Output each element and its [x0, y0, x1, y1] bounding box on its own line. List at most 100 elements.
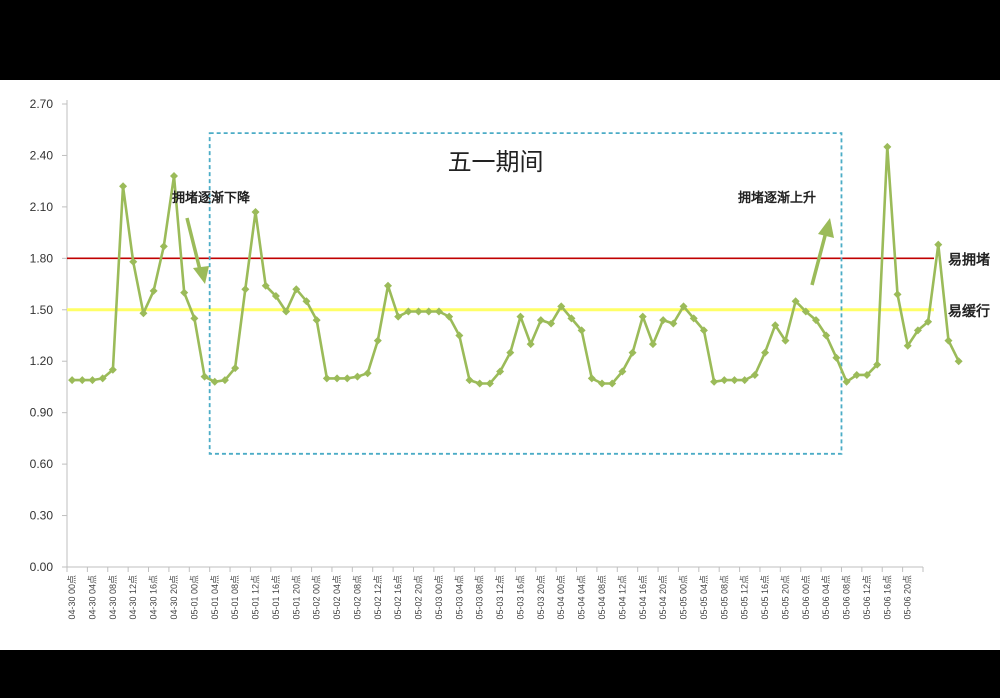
reference-line-label: 易缓行: [948, 303, 990, 320]
down-arrow-head-icon: [193, 266, 209, 284]
data-point: [903, 341, 912, 350]
data-point: [608, 379, 617, 388]
data-point: [812, 316, 820, 325]
x-tick-label: 05-05 20点: [780, 575, 790, 620]
data-point: [78, 376, 87, 385]
data-point: [669, 319, 678, 328]
x-tick-label: 05-06 16点: [882, 575, 892, 620]
series-line: [72, 145, 960, 385]
x-tick-label: 05-05 08点: [719, 575, 729, 620]
data-point: [832, 353, 841, 362]
data-point: [98, 374, 107, 383]
x-tick-label: 05-04 12点: [617, 575, 627, 620]
data-point: [557, 302, 566, 311]
data-point: [567, 314, 576, 323]
x-tick-label: 05-01 20点: [291, 575, 301, 620]
x-tick-label: 05-05 16点: [760, 575, 770, 620]
holiday-period-box: [208, 132, 843, 455]
x-tick-label: 05-01 00点: [189, 575, 199, 620]
up-arrow-head-icon: [818, 218, 834, 238]
data-point: [710, 377, 719, 386]
x-tick-label: 05-01 04点: [210, 575, 220, 620]
y-tick-label: 0.60: [30, 457, 54, 471]
annotation-congestion-decrease: 拥堵逐渐下降: [172, 190, 251, 206]
y-tick-label: 1.20: [30, 354, 54, 368]
x-tick-label: 05-06 04点: [821, 575, 831, 620]
x-tick-label: 05-03 16点: [515, 575, 525, 620]
data-point: [801, 307, 810, 316]
y-tick-label: 2.10: [30, 200, 54, 214]
x-tick-label: 05-02 00点: [312, 575, 322, 620]
x-tick-label: 05-06 08点: [842, 575, 852, 620]
data-point: [343, 374, 352, 383]
x-tick-label: 05-02 12点: [373, 575, 383, 620]
data-point: [384, 281, 392, 290]
up-arrow-icon: [810, 231, 828, 286]
x-tick-label: 05-04 16点: [638, 575, 648, 620]
data-point: [679, 302, 688, 311]
data-point: [333, 374, 342, 383]
data-point: [220, 376, 229, 385]
data-point: [180, 288, 189, 297]
data-point: [638, 312, 647, 321]
x-tick-label: 05-01 08点: [230, 575, 240, 620]
data-point: [241, 285, 250, 294]
data-point: [353, 372, 362, 381]
data-point: [271, 292, 280, 301]
x-tick-label: 05-03 04点: [454, 575, 464, 620]
x-tick-label: 04-30 16点: [149, 575, 159, 620]
data-point: [536, 316, 545, 325]
x-tick-label: 05-04 00点: [556, 575, 566, 620]
x-tick-label: 05-06 00点: [801, 575, 811, 620]
x-tick-label: 05-05 00点: [679, 575, 689, 620]
y-tick-label: 0.30: [30, 509, 54, 523]
data-point: [883, 142, 892, 151]
data-point: [659, 316, 668, 325]
data-point: [689, 314, 698, 323]
data-point: [445, 312, 454, 321]
data-point: [740, 376, 749, 385]
data-point: [771, 321, 780, 330]
x-tick-label: 05-03 20点: [536, 575, 546, 620]
x-tick-label: 05-01 12点: [251, 575, 261, 620]
data-point: [699, 326, 708, 335]
data-point: [598, 379, 606, 388]
data-point: [394, 312, 403, 321]
data-point: [322, 374, 331, 383]
x-tick-label: 05-02 16点: [393, 575, 403, 620]
data-point: [139, 309, 148, 318]
data-point: [373, 336, 382, 345]
data-point: [873, 360, 882, 369]
data-point: [730, 376, 739, 385]
data-point: [200, 372, 209, 381]
data-point: [496, 367, 505, 376]
x-tick-label: 05-06 12点: [862, 575, 872, 620]
x-tick-label: 04-30 20点: [169, 575, 179, 620]
data-point: [88, 376, 97, 385]
down-arrow-icon: [185, 217, 202, 271]
data-point: [455, 331, 464, 340]
x-tick-label: 05-04 04点: [577, 575, 587, 620]
data-point: [119, 182, 128, 191]
data-point: [913, 326, 922, 335]
x-tick-label: 04-30 00点: [67, 575, 77, 620]
data-point: [424, 307, 433, 316]
data-point: [261, 281, 270, 290]
x-tick-label: 05-01 16点: [271, 575, 281, 620]
annotation-congestion-increase: 拥堵逐渐上升: [738, 190, 816, 206]
data-point: [577, 326, 586, 335]
y-tick-label: 1.50: [30, 303, 54, 317]
data-point: [822, 331, 831, 340]
data-point: [954, 357, 963, 366]
data-point: [251, 208, 260, 217]
data-point: [465, 376, 474, 385]
x-tick-label: 04-30 04点: [87, 575, 97, 620]
data-point: [852, 370, 861, 379]
data-point: [516, 312, 525, 321]
data-point: [934, 240, 943, 249]
x-tick-label: 05-04 20点: [658, 575, 668, 620]
y-tick-label: 0.90: [30, 406, 54, 420]
data-point: [791, 297, 800, 306]
x-tick-label: 05-03 08点: [475, 575, 485, 620]
data-point: [434, 307, 443, 316]
